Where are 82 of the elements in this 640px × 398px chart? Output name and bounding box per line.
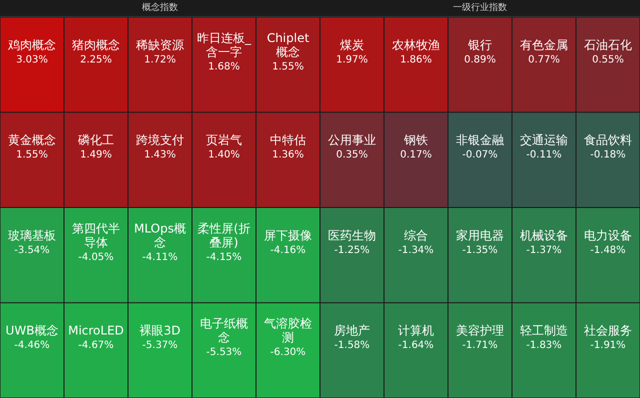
category-label: MicroLED <box>68 324 124 338</box>
category-label: 第四代半导体 <box>72 221 120 250</box>
category-label: 美容护理 <box>456 324 504 338</box>
category-label: 综合 <box>404 228 428 242</box>
category-label: 页岩气 <box>206 133 242 148</box>
category-label: 银行 <box>467 38 492 52</box>
category-label: 医药生物 <box>328 228 376 242</box>
data-label: -4.46% <box>14 340 50 352</box>
category-label: 稀缺资源 <box>136 38 184 52</box>
data-label: -1.91% <box>590 340 626 352</box>
category-label: 煤炭 <box>340 38 364 52</box>
category-label: 轻工制造 <box>520 324 568 338</box>
category-label: UWB概念 <box>6 324 58 338</box>
data-label: -1.35% <box>462 244 498 256</box>
category-label: 电力设备 <box>584 228 632 242</box>
category-label: 鸡肉概念 <box>7 38 56 52</box>
data-label: -5.37% <box>142 340 178 352</box>
data-label: 0.89% <box>464 54 496 66</box>
category-label: 家用电器 <box>456 228 504 242</box>
category-label: 钢铁 <box>403 133 428 148</box>
data-label: 1.86% <box>400 54 432 66</box>
data-label: -4.67% <box>78 340 114 352</box>
data-label: -1.25% <box>334 244 370 256</box>
category-label: 跨境支付 <box>136 133 184 148</box>
category-label: 磷化工 <box>77 133 114 148</box>
data-label: -3.54% <box>14 244 50 256</box>
data-label: 1.49% <box>80 150 112 161</box>
category-label: 黄金概念 <box>8 133 56 148</box>
data-label: 1.72% <box>144 54 176 66</box>
category-label: 中特估 <box>270 133 306 148</box>
data-label: -0.18% <box>590 150 626 161</box>
data-label: 0.77% <box>528 54 560 66</box>
category-label: 柔性屏(折叠屏) <box>198 221 250 250</box>
data-label: 0.55% <box>592 54 624 66</box>
category-label: 裸眼3D <box>140 324 180 338</box>
data-label: -4.05% <box>78 252 114 263</box>
data-label: -0.07% <box>462 150 498 161</box>
data-label: -4.15% <box>206 252 242 263</box>
data-label: 1.43% <box>144 150 176 161</box>
data-label: 3.03% <box>16 54 48 66</box>
data-label: 2.25% <box>80 54 112 66</box>
data-label: -1.37% <box>526 244 562 256</box>
category-label: 气溶胶检测 <box>264 316 312 345</box>
category-label: 农林牧渔 <box>392 38 440 52</box>
data-label: -1.34% <box>398 244 434 256</box>
category-label: 社会服务 <box>584 324 632 338</box>
data-label: 0.35% <box>336 150 368 161</box>
data-label: -0.11% <box>526 150 562 161</box>
category-label: 机械设备 <box>520 228 568 242</box>
data-label: -1.64% <box>398 340 434 352</box>
data-label: 1.40% <box>208 150 240 161</box>
category-label: 交通运输 <box>520 133 568 148</box>
data-label: -1.83% <box>526 340 562 352</box>
data-label: -1.71% <box>462 340 498 352</box>
category-label: 食品饮料 <box>584 133 632 148</box>
category-label: 有色金属 <box>520 38 568 52</box>
data-label: 1.97% <box>336 54 368 66</box>
category-label: MLOps概念 <box>134 221 186 250</box>
category-label: 玻璃基板 <box>8 228 56 242</box>
data-label: 1.36% <box>272 150 304 161</box>
data-label: 0.17% <box>400 150 432 161</box>
data-label: -4.11% <box>142 252 178 263</box>
category-label: Chiplet概念 <box>266 30 310 59</box>
data-label: -5.53% <box>206 347 242 358</box>
category-label: 昨日连板_含一字 <box>197 30 252 59</box>
category-label: 屏下摄像 <box>264 228 312 242</box>
category-label: 房地产 <box>334 324 370 338</box>
text: 概念指数 <box>0 0 320 17</box>
category-label: 公用事业 <box>328 133 376 148</box>
category-label: 石油石化 <box>584 38 632 52</box>
category-label: 非银金融 <box>456 133 504 148</box>
category-label: 电子纸概念 <box>200 316 248 345</box>
text: 一级行业指数 <box>320 0 640 17</box>
data-label: -6.30% <box>270 347 306 358</box>
data-label: 1.55% <box>16 150 48 161</box>
data-label: 1.55% <box>272 61 304 72</box>
data-label: -1.48% <box>590 244 626 256</box>
category-label: 猪肉概念 <box>72 38 120 52</box>
category-label: 计算机 <box>398 324 434 338</box>
data-label: -4.16% <box>270 244 306 256</box>
data-label: -1.58% <box>334 340 370 352</box>
data-label: 1.68% <box>208 61 240 72</box>
